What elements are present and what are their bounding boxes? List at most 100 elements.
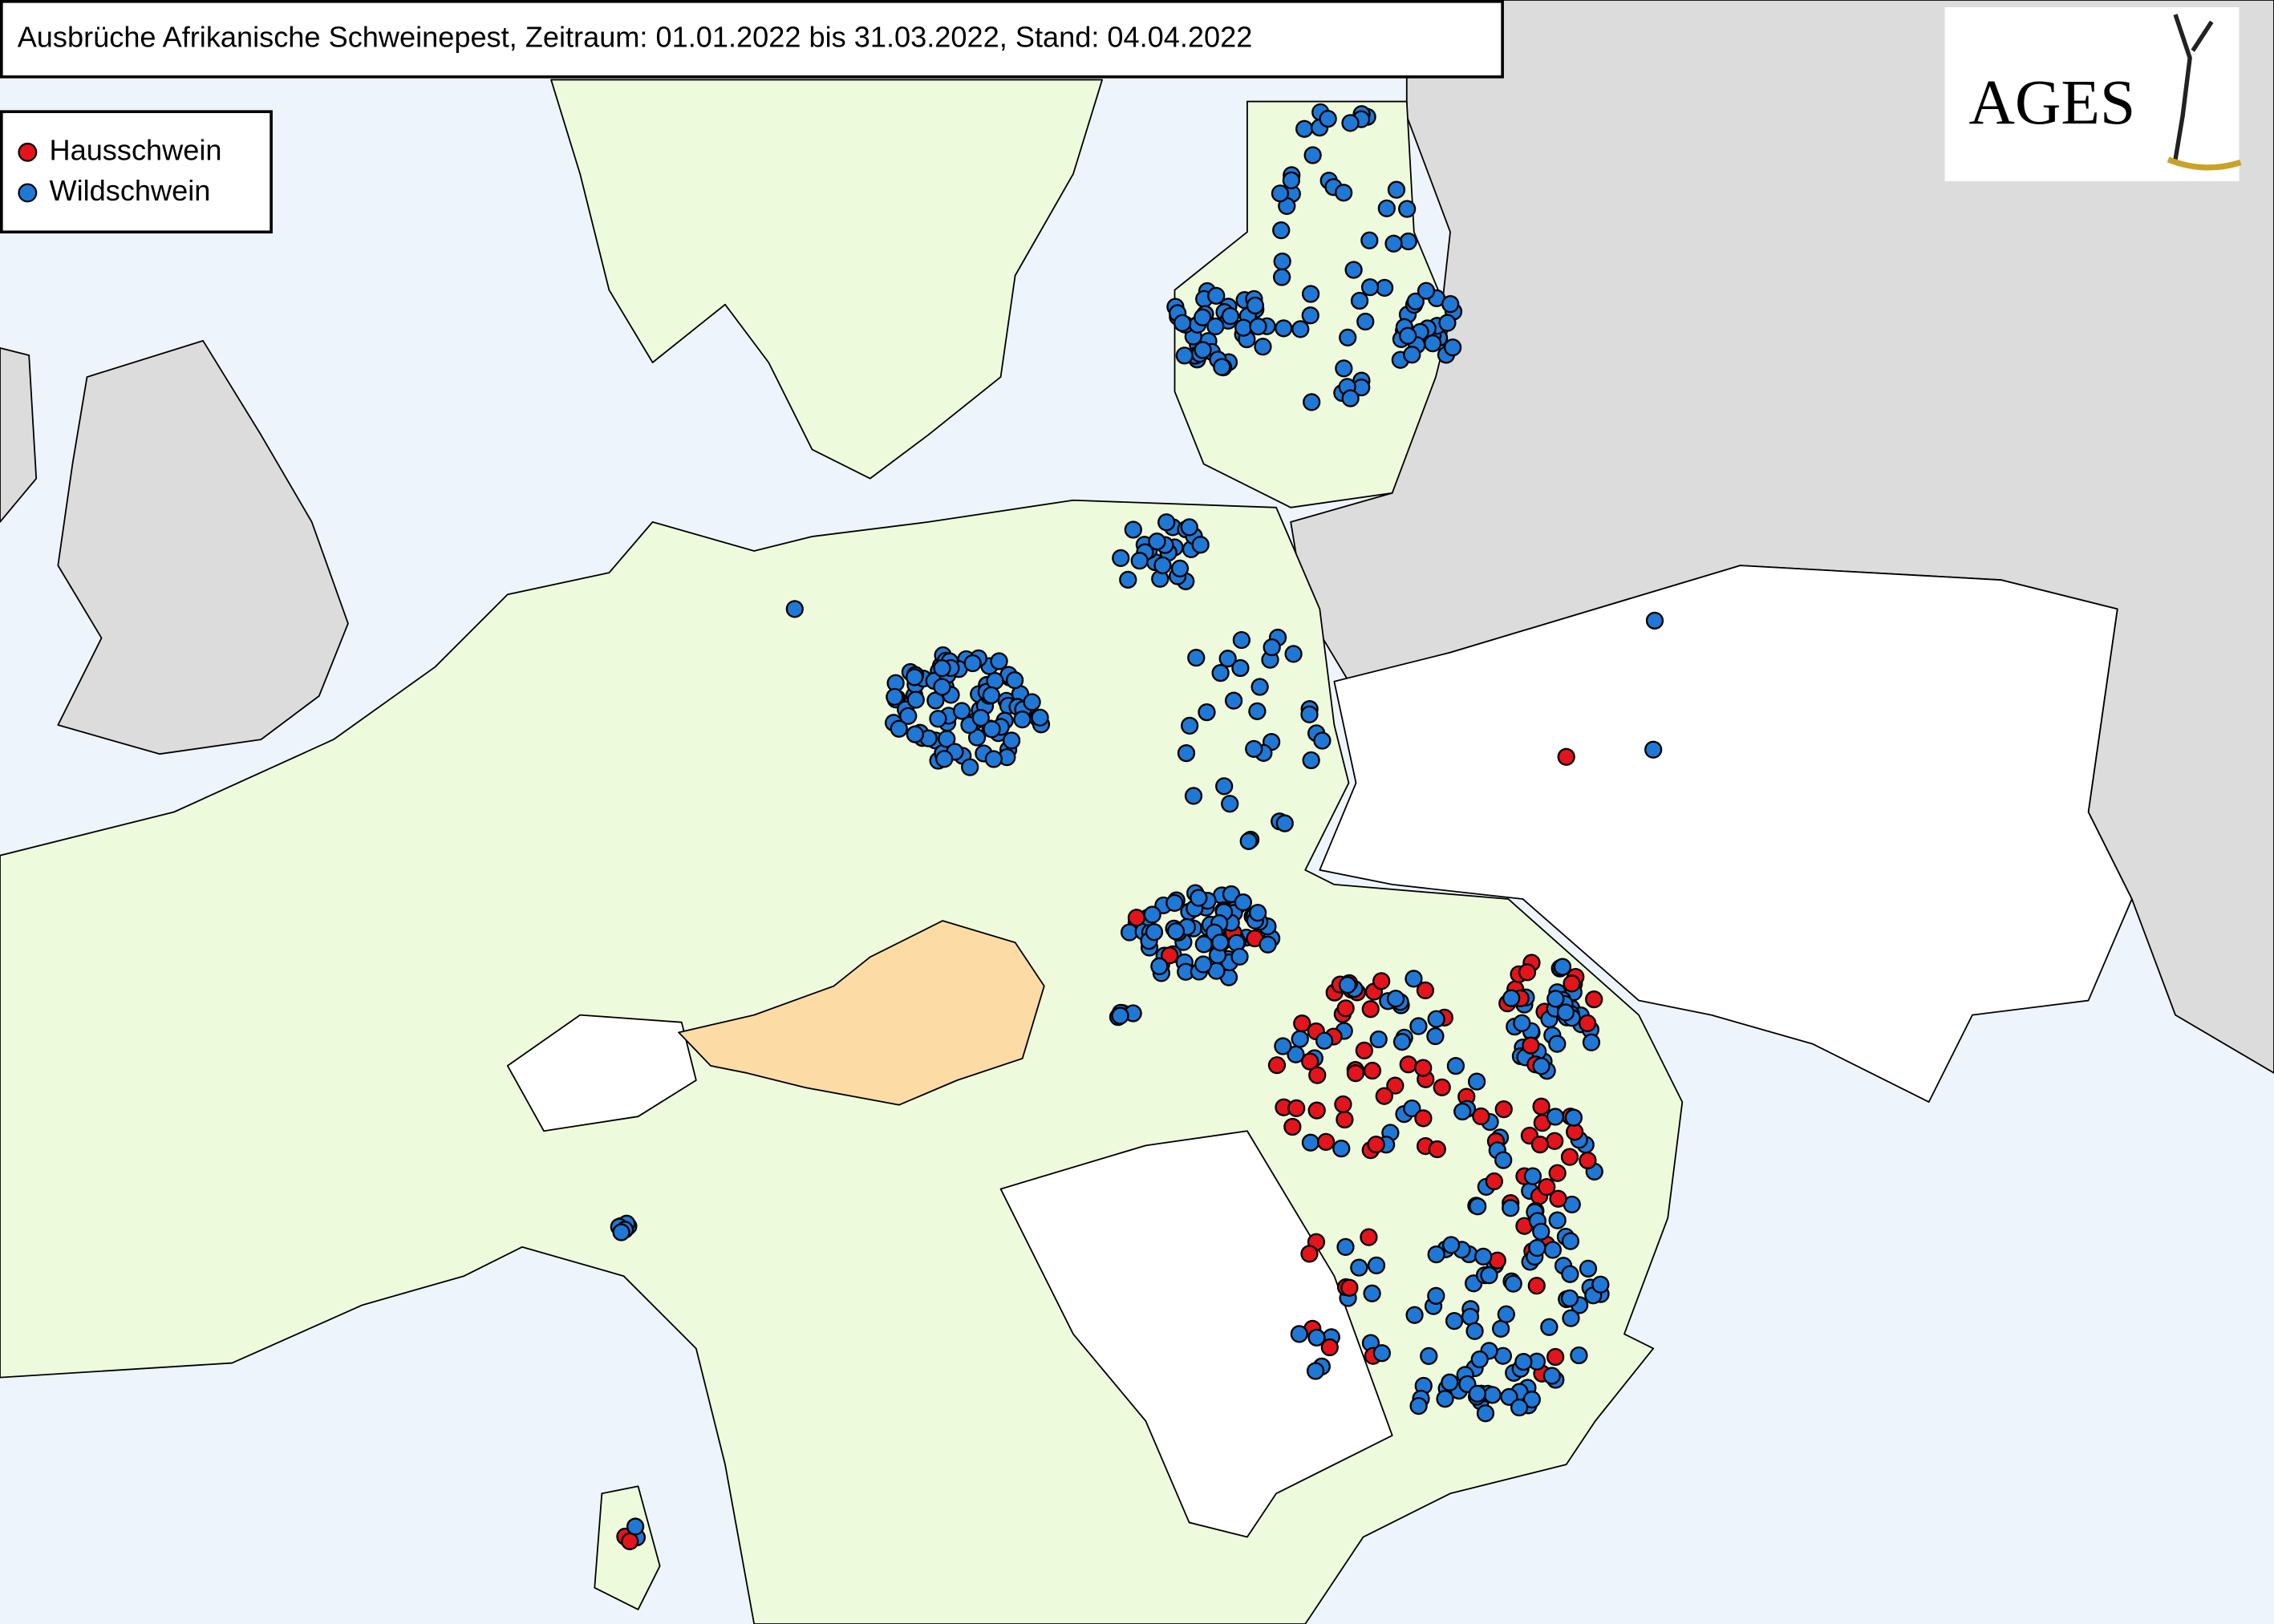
outbreak-marker — [1472, 1107, 1490, 1126]
outbreak-marker — [1560, 1148, 1579, 1166]
outbreak-marker — [982, 686, 1000, 705]
outbreak-marker — [785, 600, 804, 618]
outbreak-marker — [1360, 1228, 1378, 1246]
outbreak-marker — [1350, 1258, 1368, 1277]
outbreak-marker — [1644, 740, 1663, 759]
outbreak-marker — [1180, 518, 1198, 537]
outbreak-marker — [1356, 312, 1375, 331]
outbreak-marker — [1313, 731, 1332, 750]
outbreak-marker — [1443, 338, 1462, 357]
outbreak-marker — [1468, 1384, 1486, 1403]
outbreak-marker — [1157, 513, 1176, 532]
outbreak-marker — [1367, 1135, 1385, 1154]
outbreak-marker — [1181, 716, 1199, 735]
legend-label: Hausschwein — [49, 133, 221, 166]
outbreak-marker — [1510, 1398, 1529, 1417]
outbreak-marker — [1284, 645, 1303, 663]
outbreak-marker — [1173, 314, 1192, 332]
outbreak-marker — [1543, 1241, 1562, 1259]
outbreak-marker — [1301, 285, 1320, 303]
outbreak-marker — [1513, 1014, 1531, 1032]
outbreak-marker — [1301, 1133, 1320, 1152]
outbreak-marker — [1335, 184, 1353, 202]
outbreak-marker — [1315, 1031, 1334, 1050]
outbreak-marker — [621, 1532, 639, 1551]
outbreak-marker — [1302, 751, 1320, 770]
outbreak-marker — [938, 730, 956, 748]
outbreak-marker — [1546, 1108, 1565, 1126]
outbreak-marker — [1420, 1347, 1438, 1365]
outbreak-marker — [1579, 1259, 1598, 1278]
outbreak-marker — [1271, 184, 1290, 203]
outbreak-marker — [1206, 317, 1225, 336]
outbreak-marker — [1476, 1404, 1495, 1423]
outbreak-marker — [1553, 958, 1572, 976]
outbreak-marker — [1546, 990, 1565, 1008]
outbreak-marker — [1145, 923, 1164, 942]
outbreak-marker — [1170, 559, 1190, 578]
outbreak-marker — [971, 709, 990, 727]
outbreak-marker — [1143, 905, 1161, 924]
outbreak-marker — [1399, 326, 1417, 345]
land-other — [506, 1014, 697, 1132]
outbreak-marker — [1340, 1278, 1359, 1297]
outbreak-marker — [1579, 1151, 1597, 1170]
outbreak-marker — [1548, 1035, 1567, 1053]
outbreak-marker — [1403, 346, 1421, 364]
outbreak-marker — [1338, 976, 1357, 994]
outbreak-marker — [1494, 1151, 1513, 1169]
outbreak-marker — [1582, 1033, 1601, 1051]
outbreak-marker — [1303, 146, 1322, 164]
outbreak-marker — [1417, 281, 1436, 300]
outbreak-marker — [1363, 1061, 1382, 1080]
land-other — [999, 1130, 1393, 1538]
outbreak-marker — [1190, 889, 1208, 907]
outbreak-marker — [1406, 292, 1425, 311]
outbreak-marker — [1375, 1087, 1393, 1105]
outbreak-marker — [1153, 556, 1172, 575]
outbreak-marker — [1273, 252, 1291, 271]
outbreak-marker — [1530, 1135, 1550, 1154]
outbreak-marker — [1344, 261, 1363, 279]
outbreak-marker — [1570, 1346, 1588, 1365]
outbreak-marker — [1514, 1352, 1533, 1371]
title-box — [0, 0, 1504, 79]
outbreak-marker — [1502, 989, 1521, 1007]
outbreak-marker — [1316, 1132, 1336, 1151]
outbreak-marker — [626, 1517, 645, 1536]
outbreak-marker — [1468, 1072, 1486, 1091]
outbreak-marker — [984, 750, 1003, 768]
outbreak-marker — [983, 720, 1001, 739]
land-eu — [550, 79, 1104, 480]
outbreak-marker — [1414, 1059, 1433, 1077]
outbreak-marker — [1336, 1237, 1355, 1257]
outbreak-marker — [1246, 296, 1264, 315]
austria — [678, 920, 1045, 1106]
outbreak-marker — [1532, 1222, 1550, 1241]
outbreak-marker — [1561, 1265, 1579, 1283]
outbreak-marker — [1436, 1390, 1454, 1408]
outbreak-marker — [1336, 999, 1355, 1018]
outbreak-marker — [1303, 393, 1321, 411]
outbreak-marker — [1556, 1003, 1575, 1022]
outbreak-marker — [1308, 1066, 1327, 1084]
outbreak-marker — [1532, 1057, 1550, 1075]
outbreak-marker — [1184, 787, 1203, 805]
outbreak-marker — [1427, 1010, 1445, 1028]
legend-label: Wildschwein — [49, 174, 210, 207]
outbreak-marker — [1332, 1140, 1351, 1158]
outbreak-marker — [1480, 1266, 1498, 1285]
land-gray — [0, 347, 38, 523]
outbreak-marker — [1387, 180, 1406, 199]
outbreak-marker — [1232, 630, 1250, 650]
outbreak-marker — [906, 668, 924, 686]
outbreak-marker — [1355, 1041, 1373, 1060]
outbreak-marker — [1548, 1211, 1567, 1229]
outbreak-marker — [1166, 922, 1186, 941]
outbreak-marker — [1250, 678, 1269, 696]
outbreak-marker — [1377, 199, 1396, 217]
outbreak-marker — [1249, 318, 1267, 336]
outbreak-marker — [1578, 1014, 1597, 1033]
outbreak-marker — [1409, 1396, 1428, 1415]
outbreak-marker — [1161, 946, 1179, 965]
